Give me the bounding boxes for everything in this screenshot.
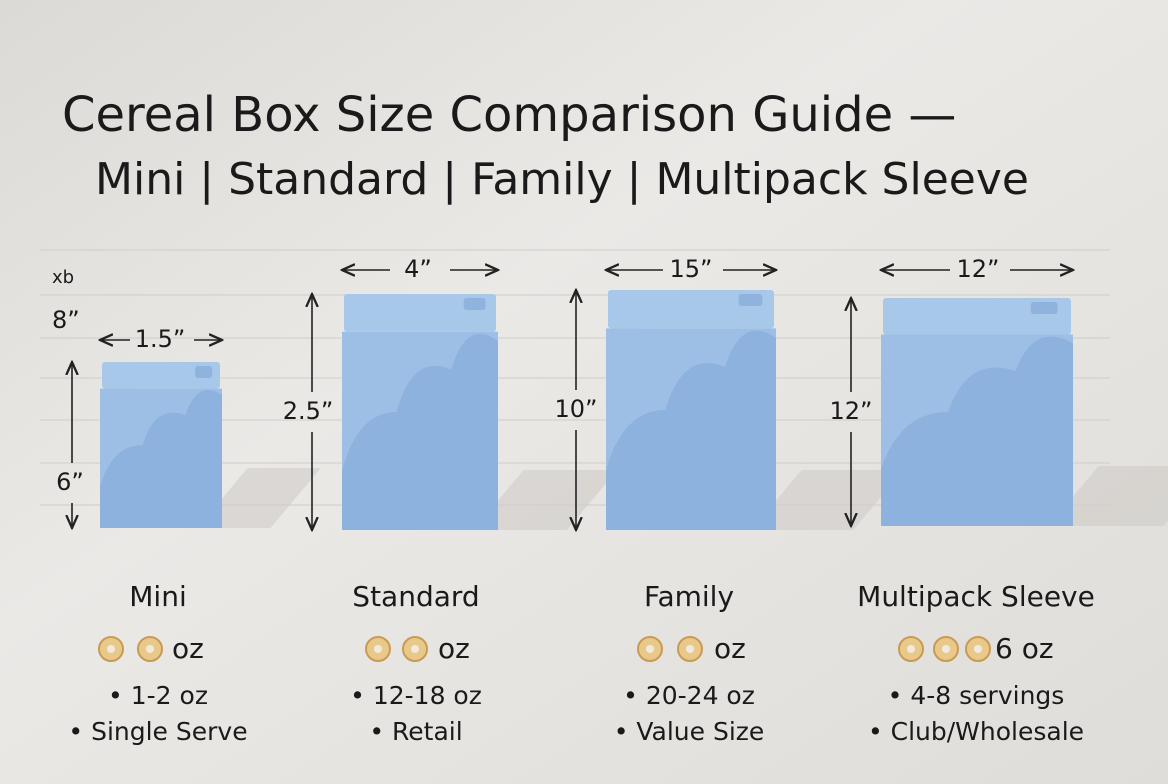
box-top bbox=[344, 294, 496, 332]
detail: • Value Size bbox=[614, 717, 765, 746]
detail: • 12-18 oz bbox=[350, 681, 482, 710]
weight-label: oz bbox=[438, 632, 470, 665]
box-name: Multipack Sleeve bbox=[857, 580, 1095, 613]
box-top bbox=[102, 362, 220, 389]
box-cloud bbox=[606, 330, 776, 530]
detail: • Club/Wholesale bbox=[868, 717, 1084, 746]
height-label: 6” bbox=[56, 468, 84, 496]
cereal-hole bbox=[942, 645, 950, 653]
width-label: 4” bbox=[404, 255, 432, 283]
width-label: 12” bbox=[957, 255, 1000, 283]
box-cap bbox=[463, 298, 486, 310]
box-cap bbox=[738, 294, 763, 306]
cereal-hole bbox=[374, 645, 382, 653]
cereal-hole bbox=[411, 645, 419, 653]
cereal-hole bbox=[686, 645, 694, 653]
title: Cereal Box Size Comparison Guide — bbox=[62, 87, 956, 143]
cereal-hole bbox=[974, 645, 982, 653]
ruler-mark: 8” bbox=[52, 306, 80, 334]
box-cap bbox=[195, 366, 213, 378]
box-name: Standard bbox=[352, 580, 479, 613]
box-top bbox=[883, 298, 1071, 335]
box-name: Family bbox=[644, 580, 734, 613]
height-label: 2.5” bbox=[283, 397, 334, 425]
weight-label: oz bbox=[714, 632, 746, 665]
weight-label: 6 oz bbox=[995, 632, 1054, 665]
box-top bbox=[608, 290, 774, 329]
cereal-hole bbox=[907, 645, 915, 653]
box-shadow bbox=[1048, 466, 1168, 526]
cereal-hole bbox=[107, 645, 115, 653]
box-cloud bbox=[342, 333, 498, 530]
height-label: 12” bbox=[830, 397, 873, 425]
detail: • 20-24 oz bbox=[623, 681, 755, 710]
width-label: 15” bbox=[670, 255, 713, 283]
weight-label: oz bbox=[172, 632, 204, 665]
box-shadow bbox=[473, 470, 618, 530]
detail: • 4-8 servings bbox=[888, 681, 1065, 710]
width-label: 1.5” bbox=[135, 325, 186, 353]
box-shadow bbox=[751, 470, 904, 530]
cereal-hole bbox=[646, 645, 654, 653]
subtitle: Mini | Standard | Family | Multipack Sle… bbox=[95, 154, 1029, 205]
detail: • 1-2 oz bbox=[108, 681, 208, 710]
box-shadow bbox=[197, 468, 321, 528]
cereal-hole bbox=[146, 645, 154, 653]
box-cap bbox=[1030, 302, 1058, 314]
boxes: 1.5” 6” Mini oz • 1-2 oz • Single Serve 4” 2.5”… bbox=[56, 255, 1168, 746]
height-label: 10” bbox=[555, 395, 598, 423]
box-cloud bbox=[881, 336, 1073, 526]
detail: • Retail bbox=[369, 717, 462, 746]
unit-label: xb bbox=[52, 267, 74, 288]
detail: • Single Serve bbox=[68, 717, 247, 746]
box-cloud bbox=[100, 390, 222, 528]
box-name: Mini bbox=[129, 580, 186, 613]
